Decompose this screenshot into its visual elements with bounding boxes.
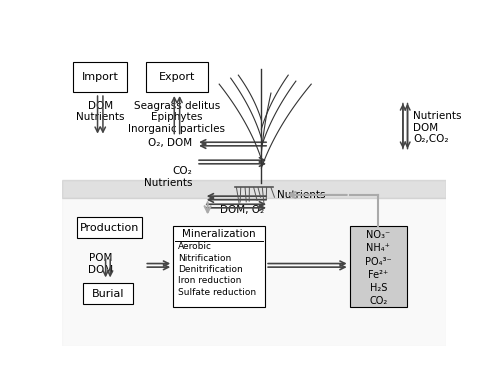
Text: NH₄⁺: NH₄⁺ (366, 244, 390, 254)
Text: Nutrients
DOM
O₂,CO₂: Nutrients DOM O₂,CO₂ (413, 111, 461, 144)
FancyBboxPatch shape (83, 283, 133, 304)
Text: Nutrients: Nutrients (277, 190, 325, 200)
Text: CO₂
Nutrients: CO₂ Nutrients (144, 166, 192, 188)
Text: Fe²⁺: Fe²⁺ (368, 270, 389, 280)
FancyBboxPatch shape (77, 217, 143, 238)
Text: POM
DOM: POM DOM (88, 253, 113, 275)
Text: Seagrass delitus
Epiphytes
Inorganic particles: Seagrass delitus Epiphytes Inorganic par… (129, 101, 225, 134)
Text: Production: Production (80, 223, 140, 233)
Text: NO₃⁻: NO₃⁻ (366, 230, 391, 240)
Text: DOM
Nutrients: DOM Nutrients (76, 101, 124, 122)
Text: Denitrification: Denitrification (178, 265, 243, 274)
Text: O₂, DOM: O₂, DOM (148, 138, 192, 147)
FancyBboxPatch shape (173, 226, 265, 307)
Text: Nitrification: Nitrification (178, 254, 231, 263)
Text: Sulfate reduction: Sulfate reduction (178, 288, 256, 297)
Bar (62, 198, 446, 346)
FancyBboxPatch shape (73, 62, 127, 92)
Text: Export: Export (159, 72, 195, 82)
FancyBboxPatch shape (147, 62, 208, 92)
Text: H₂S: H₂S (370, 283, 387, 293)
Bar (62, 180, 446, 198)
FancyBboxPatch shape (349, 226, 407, 307)
Text: Iron reduction: Iron reduction (178, 277, 241, 286)
Text: Aerobic: Aerobic (178, 242, 212, 251)
Text: Mineralization: Mineralization (182, 229, 256, 239)
Text: Burial: Burial (92, 289, 124, 299)
Text: Import: Import (82, 72, 119, 82)
Text: CO₂: CO₂ (369, 296, 388, 306)
Text: DOM, O₂: DOM, O₂ (220, 205, 264, 215)
Text: PO₄³⁻: PO₄³⁻ (365, 256, 392, 266)
